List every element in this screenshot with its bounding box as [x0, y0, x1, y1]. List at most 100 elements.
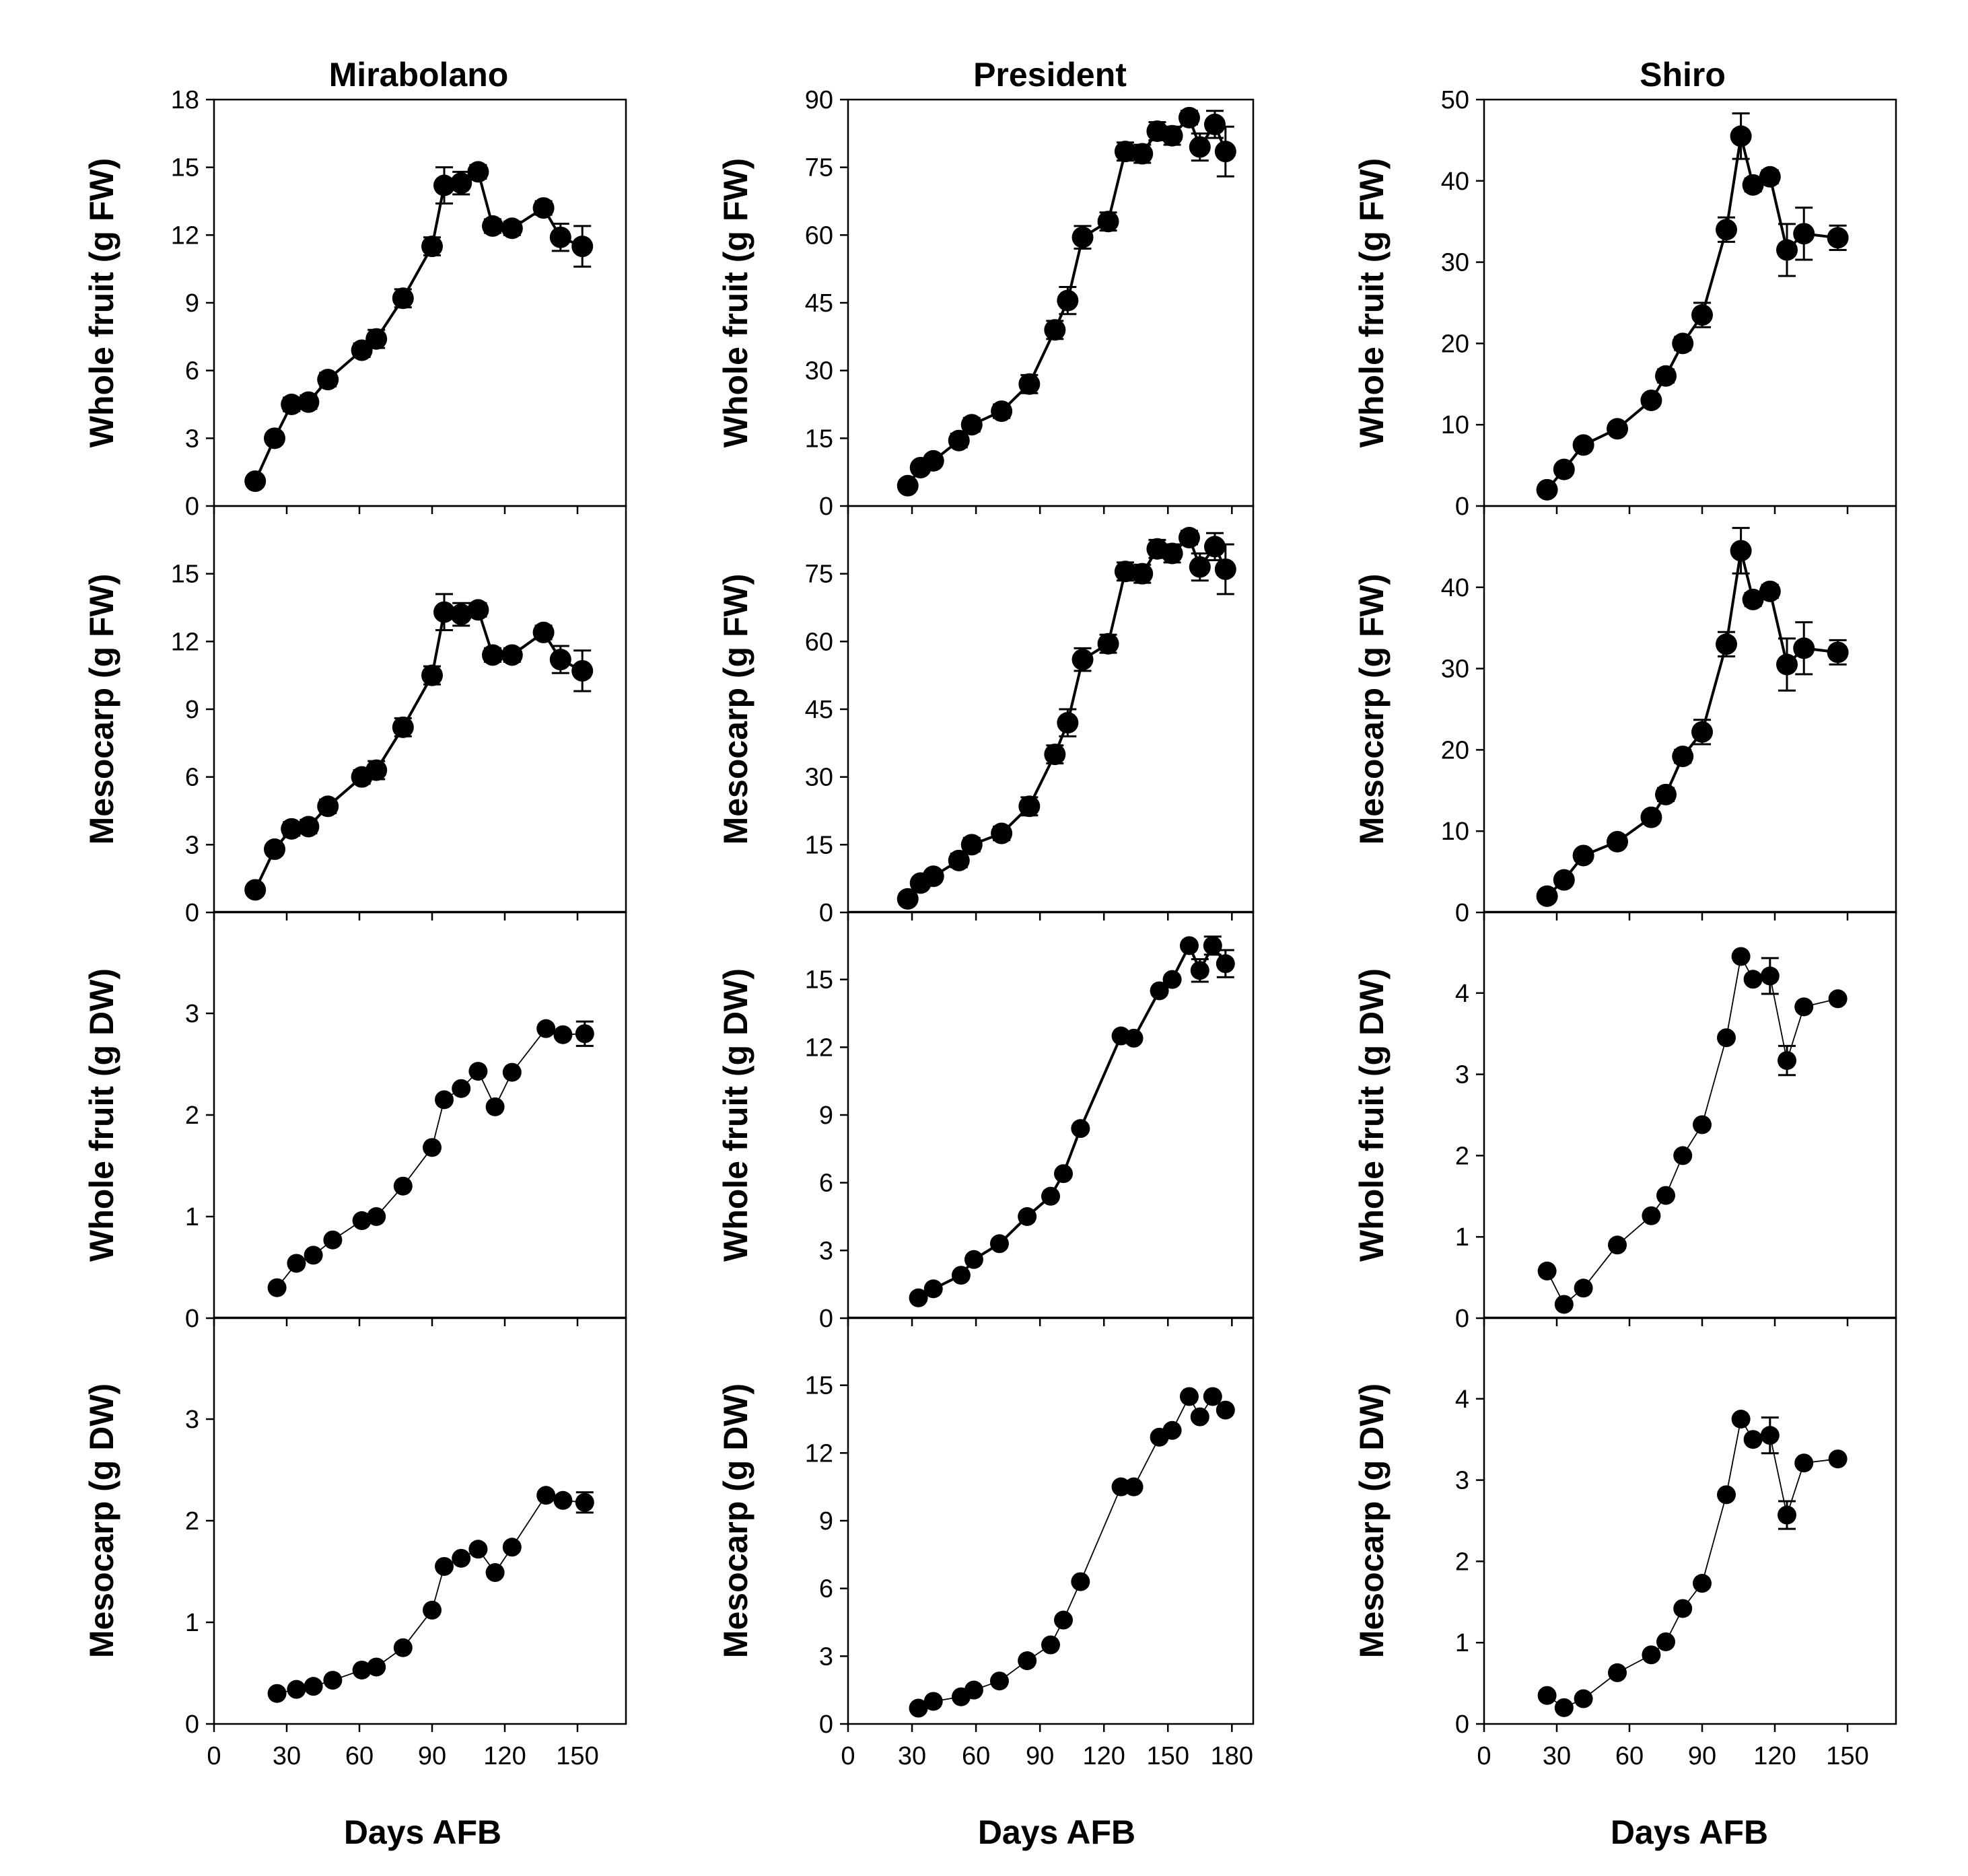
data-point — [468, 1540, 488, 1559]
y-tick-label: 1 — [185, 1609, 199, 1637]
data-point — [267, 1684, 287, 1703]
data-point — [367, 1657, 386, 1677]
y-tick-label: 15 — [171, 154, 199, 182]
y-tick-label: 15 — [805, 1372, 833, 1400]
y-axis-label: Whole fruit (g DW) — [1353, 968, 1391, 1262]
y-tick-label: 0 — [1455, 1710, 1469, 1739]
data-point — [1097, 211, 1119, 233]
data-point — [897, 888, 919, 910]
data-point — [1793, 223, 1815, 245]
data-point — [1189, 556, 1211, 578]
data-point — [1131, 143, 1154, 165]
x-tick-label: 120 — [1083, 1742, 1125, 1770]
y-tick-label: 9 — [819, 1507, 833, 1536]
data-point — [897, 474, 919, 497]
plot-frame — [847, 1316, 1255, 1725]
data-point — [1536, 478, 1558, 501]
data-point — [989, 1671, 1009, 1691]
data-point — [1793, 637, 1815, 659]
data-point — [1827, 641, 1849, 663]
y-tick-label: 50 — [1441, 86, 1469, 114]
data-point — [1640, 806, 1662, 828]
x-axis-label-shiro: Days AFB — [1611, 1813, 1768, 1851]
plot-frame — [1483, 98, 1897, 507]
data-point — [393, 1176, 413, 1196]
x-tick-label: 0 — [841, 1742, 855, 1770]
data-point — [452, 1079, 471, 1098]
x-tick-label: 60 — [345, 1742, 374, 1770]
y-tick-label: 3 — [819, 1237, 833, 1265]
data-point — [1018, 1207, 1037, 1226]
data-point — [264, 838, 285, 861]
y-tick-label: 2 — [185, 1507, 199, 1536]
x-tick-label: 0 — [1477, 1742, 1491, 1770]
data-point — [1071, 1119, 1090, 1139]
data-point — [421, 236, 443, 258]
y-tick-label: 2 — [185, 1102, 199, 1130]
data-point — [1717, 1485, 1736, 1505]
data-point — [1655, 365, 1677, 387]
y-tick-label: 0 — [185, 1305, 199, 1333]
data-point — [1124, 1477, 1144, 1496]
y-tick-label: 2 — [1455, 1142, 1469, 1170]
y-axis-label: Mesocarp (g FW) — [1353, 574, 1391, 845]
y-tick-label: 60 — [805, 221, 833, 250]
y-tick-label: 10 — [1441, 818, 1469, 846]
x-tick-label: 120 — [1753, 1742, 1796, 1770]
data-point — [1214, 141, 1236, 163]
data-point — [317, 369, 339, 391]
y-tick-label: 45 — [805, 289, 833, 318]
y-tick-label: 75 — [805, 561, 833, 589]
y-tick-label: 15 — [805, 966, 833, 995]
data-point — [1760, 1426, 1780, 1445]
y-tick-label: 10 — [1441, 411, 1469, 439]
series-line — [917, 942, 1227, 1299]
data-point — [1693, 1115, 1712, 1134]
data-point — [501, 217, 523, 240]
y-axis-label: Mesocarp (g DW) — [717, 1383, 754, 1658]
data-point — [1717, 1028, 1736, 1048]
y-tick-label: 3 — [185, 1000, 199, 1028]
y-tick-label: 3 — [1455, 1061, 1469, 1089]
column-title-president: President — [973, 56, 1127, 94]
data-point — [1743, 1430, 1763, 1449]
y-tick-label: 20 — [1441, 330, 1469, 358]
data-point — [1071, 226, 1094, 248]
y-axis-label: Mesocarp (g DW) — [1353, 1383, 1391, 1658]
y-tick-label: 15 — [805, 831, 833, 859]
data-point — [485, 1097, 505, 1116]
data-point — [991, 822, 1013, 844]
y-tick-label: 15 — [171, 561, 199, 589]
data-point — [304, 1246, 323, 1265]
data-point — [450, 172, 472, 194]
data-point — [482, 644, 503, 666]
panel-mirabolano-2: 0 1 2 3 Whole fruit (g DW) — [83, 910, 627, 1333]
data-point — [951, 1266, 971, 1285]
series-line — [254, 608, 584, 891]
data-point — [264, 427, 285, 449]
data-point — [1656, 1186, 1675, 1205]
data-point — [1162, 1420, 1182, 1440]
data-point — [960, 414, 983, 436]
data-point — [948, 849, 970, 871]
x-tick-label: 150 — [1147, 1742, 1189, 1770]
data-point — [1716, 219, 1737, 241]
data-point — [1179, 1387, 1199, 1406]
y-tick-label: 6 — [185, 357, 199, 386]
panel-president-2: 0 3 6 9 12 15 Whole fruit (g DW) — [717, 910, 1255, 1333]
panel-shiro-3: 0 1 2 3 4 0 30 60 90 120 150 Mesocarp (g DW) — [1353, 1316, 1897, 1770]
data-point — [1742, 588, 1764, 610]
x-tick-label: 90 — [1026, 1742, 1054, 1770]
data-point — [1607, 418, 1628, 440]
data-point — [1041, 1635, 1060, 1655]
x-tick-label: 30 — [898, 1742, 926, 1770]
data-point — [1071, 649, 1094, 671]
data-point — [468, 1062, 488, 1081]
y-axis-label: Whole fruit (g DW) — [717, 968, 754, 1262]
data-point — [1730, 125, 1752, 147]
panel-mirabolano-1: 0 3 6 9 12 15 Mesocarp (g FW) — [83, 505, 627, 927]
data-point — [1018, 795, 1041, 818]
data-point — [365, 328, 388, 350]
